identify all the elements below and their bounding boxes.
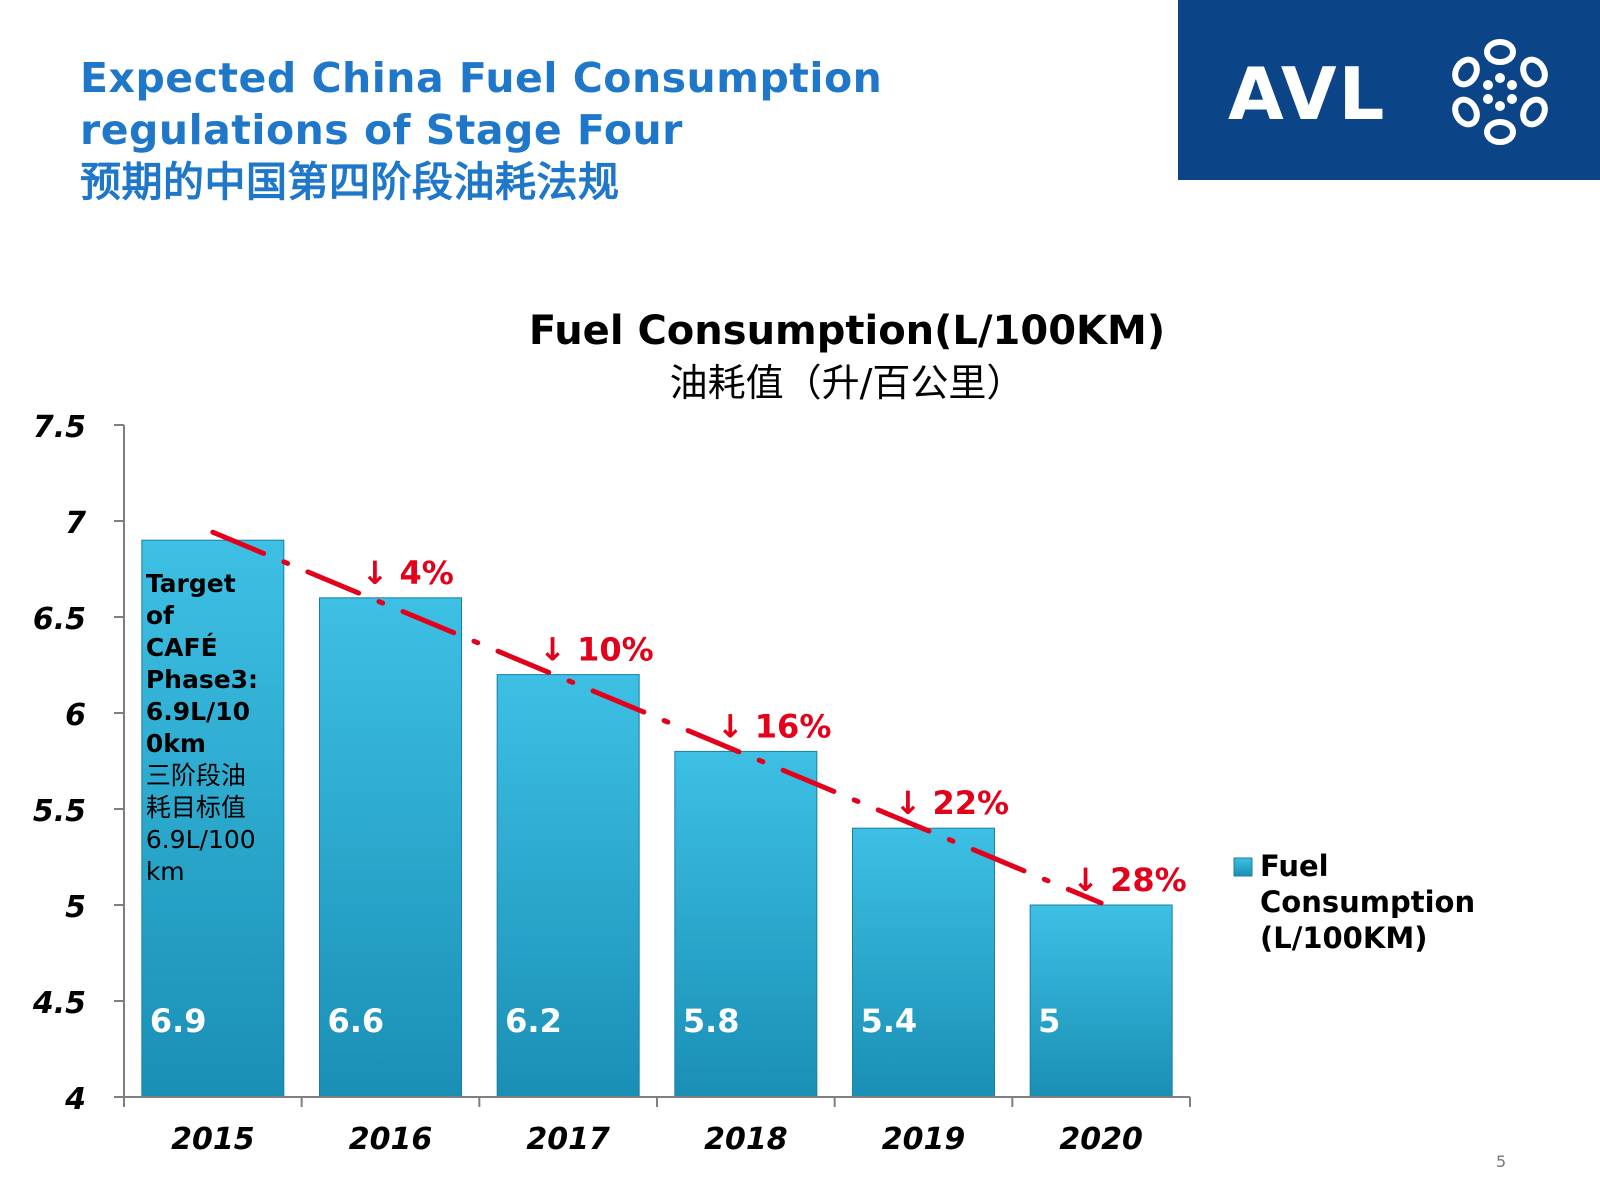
annotation-line: Phase3:: [146, 665, 258, 694]
logo-text: AVL: [1228, 52, 1387, 136]
trend-line: [210, 529, 1104, 906]
reduction-label-2020: ↓ 28%: [1072, 861, 1187, 899]
legend-label: (L/100KM): [1260, 921, 1427, 955]
data-label-2016: 6.6: [328, 1002, 385, 1040]
annotation-line: Target: [146, 569, 236, 598]
annotation-line: of: [146, 601, 175, 630]
y-tick-label: 5: [65, 890, 86, 925]
title-line-1: Expected China Fuel Consumption: [80, 54, 883, 102]
avl-logo: AVL: [1178, 0, 1600, 180]
slide-title: Expected China Fuel Consumption regulati…: [80, 52, 882, 208]
annotation-line: 三阶段油: [146, 761, 246, 790]
annotation-line: 耗目标值: [146, 793, 246, 822]
bar-2018: [674, 750, 818, 1098]
y-tick-label: 4: [64, 1082, 86, 1117]
y-tick-label: 5.5: [33, 794, 86, 829]
annotation-line: km: [146, 857, 185, 886]
annotation-line: 6.9L/100: [146, 825, 256, 854]
data-label-2020: 5: [1038, 1002, 1060, 1040]
bar-2020: [1029, 904, 1173, 1098]
y-tick-label: 4.5: [32, 986, 86, 1021]
chart-title: Fuel Consumption(L/100KM): [529, 308, 1165, 354]
title-line-3: 预期的中国第四阶段油耗法规: [80, 158, 620, 206]
data-label-2019: 5.4: [861, 1002, 918, 1040]
legend-label: Consumption: [1260, 885, 1475, 919]
x-tick-label-2019: 2019: [882, 1122, 966, 1157]
reduction-label-2017: ↓ 10%: [539, 631, 654, 669]
bar-2015: [141, 539, 285, 1098]
title-line-2: regulations of Stage Four: [80, 106, 683, 154]
chart-subtitle: 油耗值（升/百公里）: [670, 361, 1025, 405]
page-number: 5: [1496, 1152, 1507, 1171]
annotation-line: 6.9L/10: [146, 697, 250, 726]
target-annotation: Target of CAFÉ Phase3: 6.9L/10 0km 三阶段油耗目标值 6.9…: [146, 569, 258, 886]
legend-label: Fuel: [1260, 849, 1329, 883]
legend-swatch: [1233, 857, 1253, 877]
data-label-2015: 6.9: [150, 1002, 207, 1040]
avl-snowflake-icon: [1452, 39, 1548, 145]
data-label-2018: 5.8: [683, 1002, 740, 1040]
x-tick-label-2017: 2017: [526, 1122, 610, 1157]
y-tick-label: 6: [65, 698, 86, 733]
y-tick-label: 6.5: [33, 602, 86, 637]
bar-2017: [496, 674, 640, 1098]
annotation-line: CAFÉ: [146, 633, 218, 662]
reduction-label-2019: ↓ 22%: [895, 784, 1010, 822]
x-tick-label-2018: 2018: [704, 1122, 788, 1157]
bar-2016: [319, 597, 462, 1098]
y-tick-label: 7.5: [33, 410, 86, 445]
x-tick-label-2016: 2016: [349, 1122, 433, 1157]
x-tick-label-2015: 2015: [171, 1122, 255, 1157]
x-tick-label-2020: 2020: [1059, 1122, 1143, 1157]
annotation-line: 0km: [146, 729, 206, 758]
y-tick-label: 7: [65, 506, 86, 541]
data-label-2017: 6.2: [505, 1002, 562, 1040]
bar-2019: [852, 827, 995, 1098]
reduction-label-2016: ↓ 4%: [362, 554, 454, 592]
reduction-label-2018: ↓ 16%: [717, 707, 832, 745]
